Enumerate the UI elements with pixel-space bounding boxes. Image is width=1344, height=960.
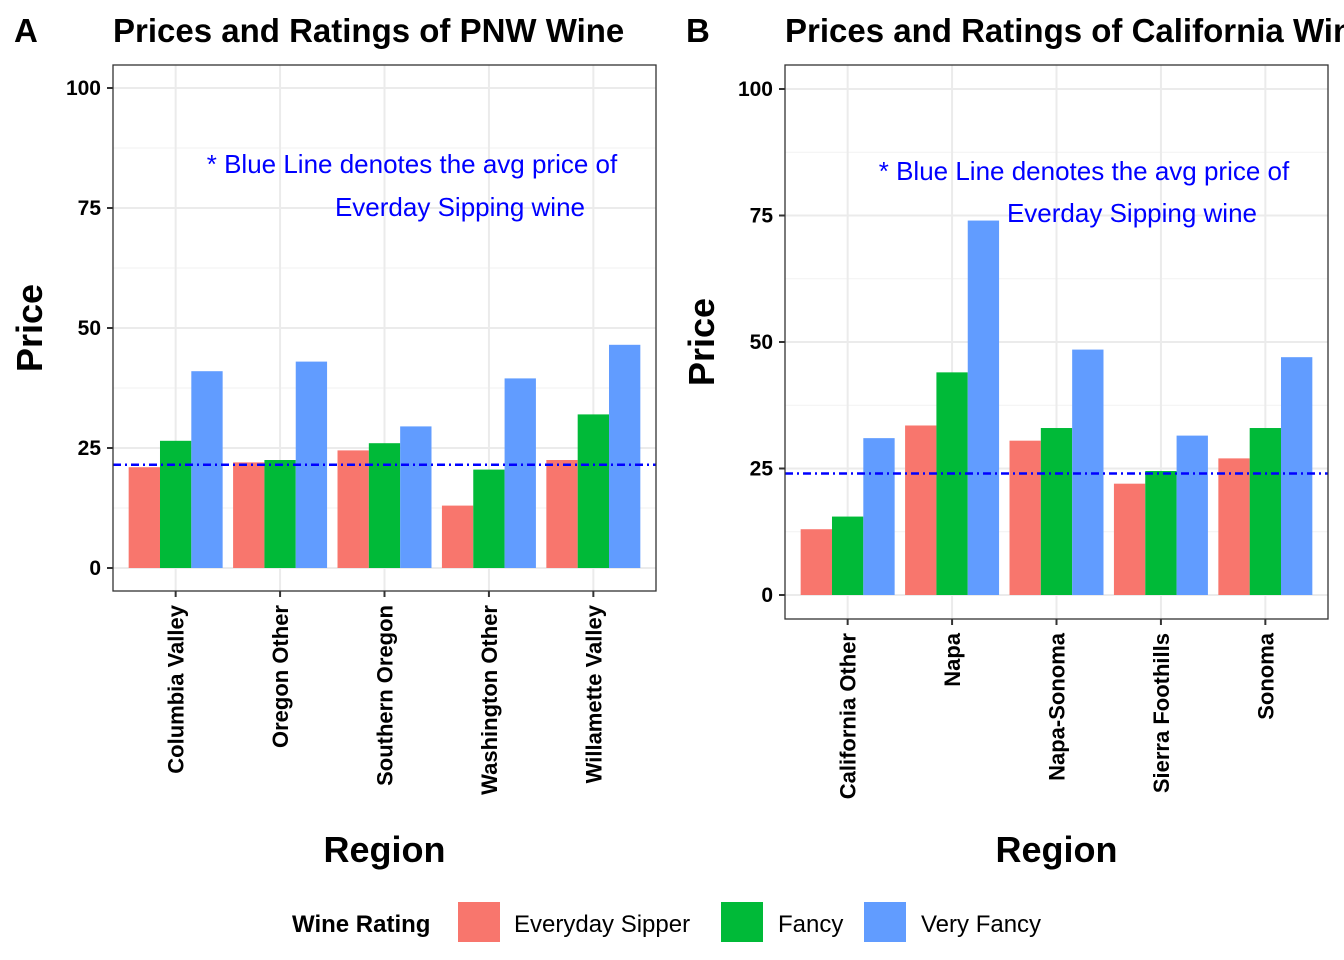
legend-key-fancy xyxy=(721,902,763,942)
annotation-text: Everday Sipping wine xyxy=(1007,198,1257,228)
legend-label-very-fancy: Very Fancy xyxy=(921,911,1041,938)
bar-oregon-other-fancy xyxy=(264,460,296,568)
x-tick-label: Napa-Sonoma xyxy=(1045,632,1070,781)
legend-key-very-fancy xyxy=(864,902,906,942)
bar-willamette-valley-fancy xyxy=(577,414,610,568)
y-tick-label: 50 xyxy=(750,331,773,354)
bar-sonoma-very-fancy xyxy=(1281,357,1313,595)
x-tick-label: Washington Other xyxy=(477,605,502,795)
x-tick-label: Oregon Other xyxy=(268,605,293,748)
bar-sonoma-fancy xyxy=(1249,428,1282,595)
bar-columbia-valley-everyday-sipper xyxy=(128,467,160,568)
x-axis-title: Region xyxy=(324,829,446,870)
bar-sierra-foothills-very-fancy xyxy=(1176,435,1208,595)
bar-columbia-valley-very-fancy xyxy=(191,371,223,568)
bar-southern-oregon-very-fancy xyxy=(400,426,432,568)
y-tick-label: 100 xyxy=(66,77,101,100)
y-tick-label: 25 xyxy=(78,437,102,460)
x-tick-label: Sierra Foothills xyxy=(1149,633,1174,793)
bar-sierra-foothills-fancy xyxy=(1145,471,1177,595)
y-tick-label: 75 xyxy=(750,205,774,228)
bar-columbia-valley-fancy xyxy=(159,440,192,568)
bar-sonoma-everyday-sipper xyxy=(1218,458,1250,595)
y-tick-label: 0 xyxy=(89,557,101,580)
x-tick-label: Willamette Valley xyxy=(581,604,606,783)
y-tick-label: 25 xyxy=(750,458,774,481)
bar-napa-sonoma-everyday-sipper xyxy=(1009,440,1041,595)
panel-letter: A xyxy=(14,12,38,49)
bar-napa-very-fancy xyxy=(967,220,1000,595)
bar-willamette-valley-everyday-sipper xyxy=(546,460,578,568)
y-tick-label: 75 xyxy=(78,197,102,220)
legend-label-everyday-sipper: Everyday Sipper xyxy=(514,911,690,938)
x-tick-label: Southern Oregon xyxy=(373,605,398,786)
bar-willamette-valley-very-fancy xyxy=(609,344,641,568)
bar-washington-other-very-fancy xyxy=(504,378,536,568)
x-axis-title: Region xyxy=(996,829,1118,870)
x-tick-label: Sonoma xyxy=(1253,632,1278,720)
panel-a: 0 25 50 75 100 Columbia Valley Oregon Other Sou… xyxy=(9,12,657,870)
y-axis-title: Price xyxy=(681,298,722,386)
bar-napa-fancy xyxy=(936,372,968,595)
bar-washington-other-everyday-sipper xyxy=(441,505,474,568)
legend: Wine Rating Everyday Sipper Fancy Very Fanc… xyxy=(292,902,1041,942)
chart-title: Prices and Ratings of California Wine xyxy=(785,12,1344,49)
legend-label-fancy: Fancy xyxy=(778,911,843,938)
y-tick-label: 50 xyxy=(78,317,101,340)
x-tick-label: Columbia Valley xyxy=(164,604,189,773)
bar-napa-sonoma-fancy xyxy=(1040,428,1073,595)
y-axis-title: Price xyxy=(9,284,50,372)
x-tick-label: California Other xyxy=(836,633,861,800)
bar-california-other-fancy xyxy=(831,516,864,595)
panel-b: 0 25 50 75 100 California Other Napa Napa-Sonom… xyxy=(681,12,1344,870)
bar-oregon-other-everyday-sipper xyxy=(233,462,265,568)
bar-southern-oregon-everyday-sipper xyxy=(337,450,369,568)
bar-napa-everyday-sipper xyxy=(905,425,937,595)
y-tick-label: 0 xyxy=(761,584,773,607)
bar-southern-oregon-fancy xyxy=(368,443,401,568)
annotation-text: * Blue Line denotes the avg price of xyxy=(879,156,1290,186)
chart-title: Prices and Ratings of PNW Wine xyxy=(113,12,624,49)
panel-letter: B xyxy=(686,12,710,49)
y-tick-label: 100 xyxy=(738,78,773,101)
legend-title: Wine Rating xyxy=(292,911,430,938)
bar-california-other-everyday-sipper xyxy=(800,529,832,595)
bar-california-other-very-fancy xyxy=(863,438,895,595)
bar-washington-other-fancy xyxy=(473,469,505,568)
legend-key-everyday-sipper xyxy=(458,902,500,942)
bar-napa-sonoma-very-fancy xyxy=(1072,349,1104,595)
annotation-text: Everday Sipping wine xyxy=(335,192,585,222)
bar-sierra-foothills-everyday-sipper xyxy=(1113,483,1146,595)
x-tick-label: Napa xyxy=(940,632,965,687)
annotation-text: * Blue Line denotes the avg price of xyxy=(207,149,618,179)
